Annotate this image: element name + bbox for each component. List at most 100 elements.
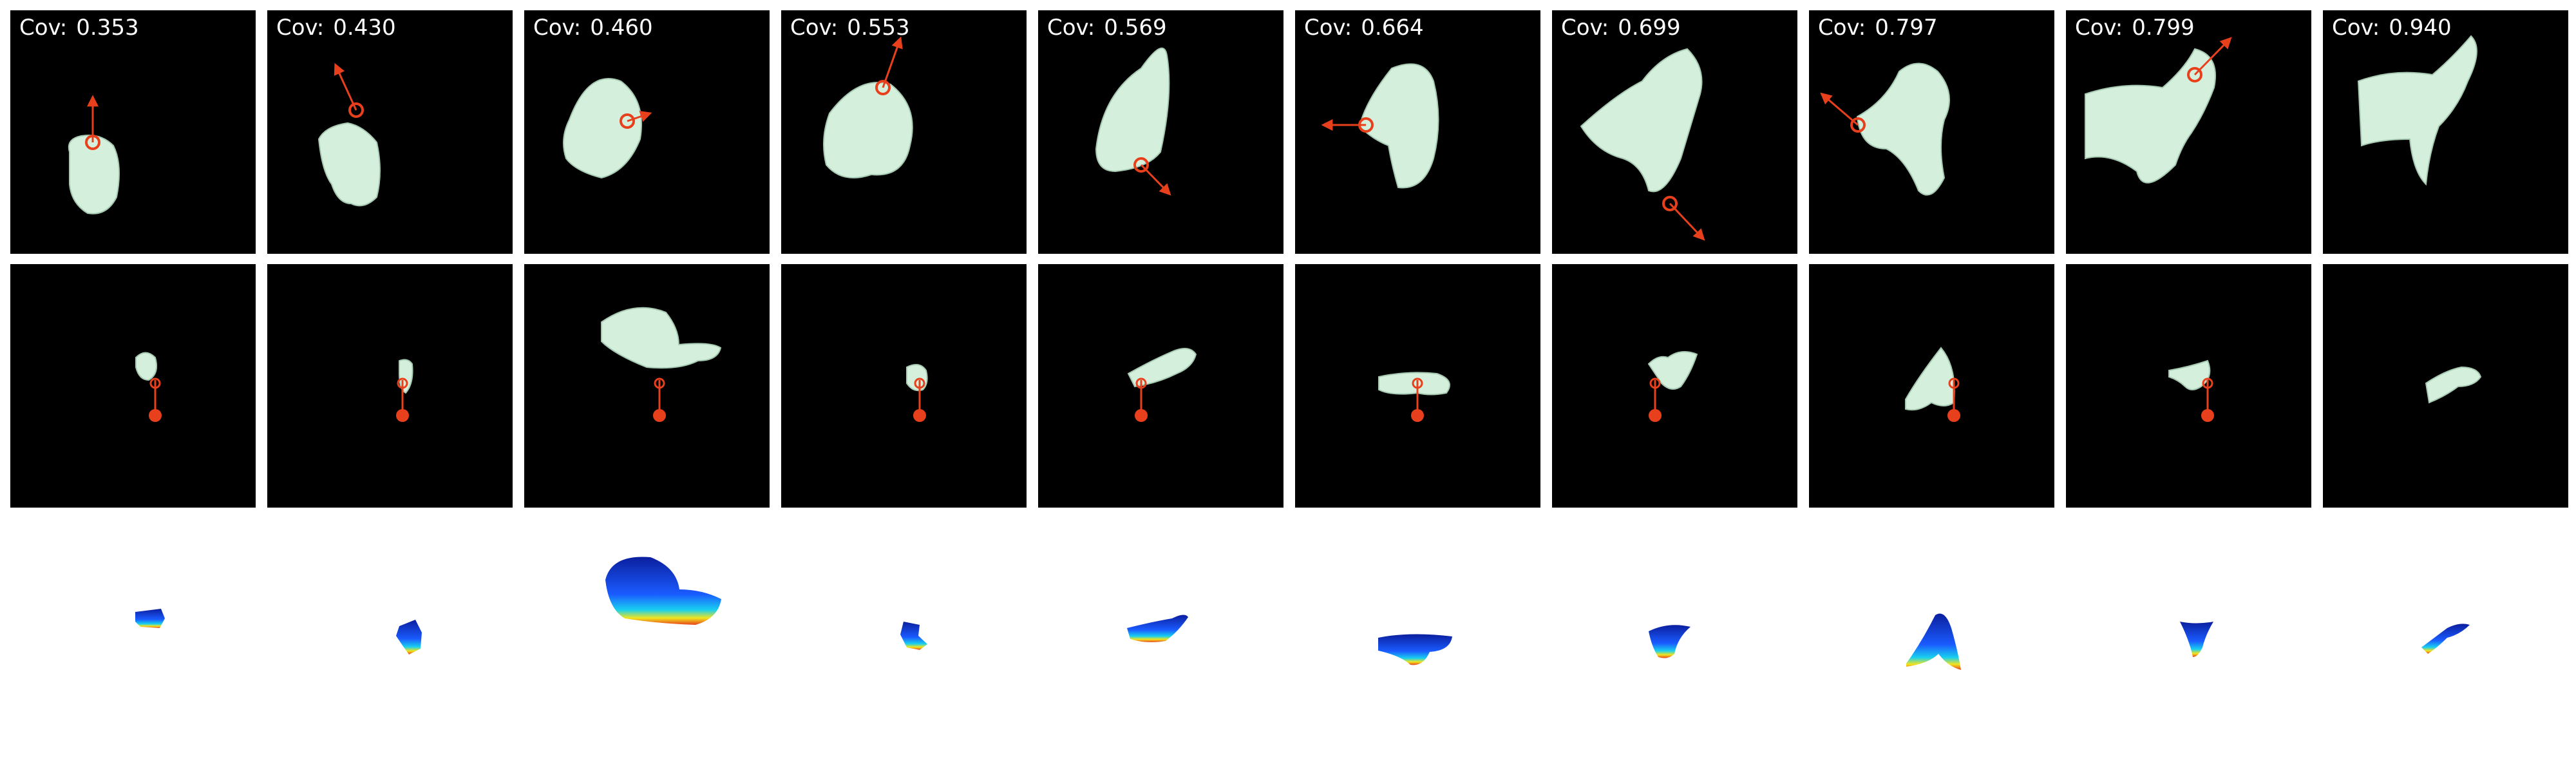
robot-base-marker (396, 409, 409, 422)
top-panel: Cov: 0.553 (781, 10, 1027, 254)
grasp-point-marker (1948, 377, 1960, 389)
coverage-prefix: Cov: (533, 15, 581, 41)
robot-base-marker (653, 409, 666, 422)
depth-map-blob (605, 557, 721, 625)
top-panel: Cov: 0.699 (1552, 10, 1797, 254)
coverage-label: Cov: 0.664 (1304, 15, 1424, 41)
cloth-shape (1580, 48, 1703, 193)
robot-base-marker (2201, 409, 2214, 422)
coverage-value: 0.460 (590, 15, 652, 41)
coverage-value: 0.799 (2132, 15, 2194, 41)
coverage-label: Cov: 0.799 (2075, 15, 2195, 41)
grasp-point-marker (1649, 377, 1661, 389)
drag-arrow (1669, 202, 1705, 241)
top-panel-background (2323, 10, 2568, 254)
depth-map-blob (1378, 634, 1452, 665)
top-panel: Cov: 0.664 (1295, 10, 1540, 254)
top-panel: Cov: 0.353 (10, 10, 256, 254)
cloth-shape (1127, 348, 1197, 388)
grasp-point-marker (149, 377, 161, 389)
top-panel-background (524, 10, 770, 254)
coverage-value: 0.699 (1618, 15, 1680, 41)
camera-panel-background (267, 264, 513, 508)
coverage-value: 0.797 (1875, 15, 1937, 41)
grasp-point-marker (2187, 67, 2202, 82)
grasp-point-marker (1135, 377, 1147, 389)
cloth-shape (906, 364, 928, 392)
depth-map-blob (396, 620, 422, 654)
row-top-views: Cov: 0.353 Cov: 0.430 Cov: 0.460 Cov: 0.553 Cov:… (10, 10, 2568, 254)
coverage-prefix: Cov: (2332, 15, 2380, 41)
depth-panel (605, 557, 721, 625)
depth-panel (135, 609, 165, 628)
depth-map-blob (1649, 625, 1690, 658)
robot-base-marker (1135, 409, 1148, 422)
coverage-label: Cov: 0.553 (790, 15, 910, 41)
depth-panel (1649, 625, 1690, 658)
coverage-value: 0.553 (847, 15, 909, 41)
depth-panel (1378, 634, 1452, 665)
depth-map-blob (1906, 613, 1961, 670)
grasp-point-marker (85, 135, 100, 150)
drag-arrow (882, 36, 903, 88)
robot-base-marker (149, 409, 162, 422)
camera-panel (524, 264, 770, 508)
camera-panel (1295, 264, 1540, 508)
coverage-label: Cov: 0.797 (1818, 15, 1938, 41)
robot-base-marker (1947, 409, 1960, 422)
camera-panel-background (781, 264, 1027, 508)
depth-map-blob (1127, 615, 1188, 642)
drag-arrow (627, 111, 652, 122)
cloth-shape (2085, 48, 2216, 184)
top-panel: Cov: 0.797 (1809, 10, 2054, 254)
coverage-prefix: Cov: (790, 15, 838, 41)
top-panel: Cov: 0.430 (267, 10, 513, 254)
grasp-point-marker (1662, 196, 1678, 211)
grasp-point-marker (914, 377, 925, 389)
depth-map-blob (900, 622, 927, 650)
cloth-shape (1856, 62, 1950, 196)
depth-panel (396, 620, 422, 654)
coverage-prefix: Cov: (1304, 15, 1352, 41)
coverage-prefix: Cov: (2075, 15, 2123, 41)
grasp-point-marker (654, 377, 665, 389)
depth-panel (1906, 613, 1961, 670)
coverage-label: Cov: 0.940 (2332, 15, 2452, 41)
drag-arrow (1820, 92, 1859, 126)
grasp-point-marker (1412, 377, 1423, 389)
cloth-shape (1378, 372, 1450, 396)
grasp-point-marker (348, 102, 364, 118)
top-panel: Cov: 0.569 (1038, 10, 1283, 254)
cloth-shape (1647, 351, 1698, 390)
camera-panel-background (1038, 264, 1283, 508)
coverage-value: 0.353 (76, 15, 138, 41)
depth-panel (900, 622, 927, 650)
grasp-point-marker (1850, 117, 1866, 133)
robot-base-marker (913, 409, 926, 422)
robot-base-marker (1649, 409, 1662, 422)
row-depth-maps (135, 557, 2470, 670)
camera-panel (2323, 264, 2568, 508)
camera-panel (267, 264, 513, 508)
camera-panel (2066, 264, 2311, 508)
cloth-shape (563, 78, 642, 179)
robot-base-marker (1411, 409, 1424, 422)
coverage-prefix: Cov: (1818, 15, 1866, 41)
cloth-shape (2168, 359, 2211, 390)
row-camera-views (10, 264, 2568, 508)
coverage-value: 0.940 (2389, 15, 2451, 41)
camera-panel-background (524, 264, 770, 508)
top-panel-background (267, 10, 513, 254)
cloth-shape (68, 135, 120, 215)
coverage-value: 0.664 (1361, 15, 1423, 41)
coverage-value: 0.430 (333, 15, 395, 41)
cloth-shape (601, 307, 722, 369)
top-panel: Cov: 0.940 (2323, 10, 2568, 254)
camera-panel-background (10, 264, 256, 508)
depth-panel (2180, 622, 2213, 657)
depth-map-blob (2180, 622, 2213, 657)
grasp-point-marker (2202, 377, 2213, 389)
grasp-point-marker (875, 80, 891, 95)
camera-panel (1038, 264, 1283, 508)
